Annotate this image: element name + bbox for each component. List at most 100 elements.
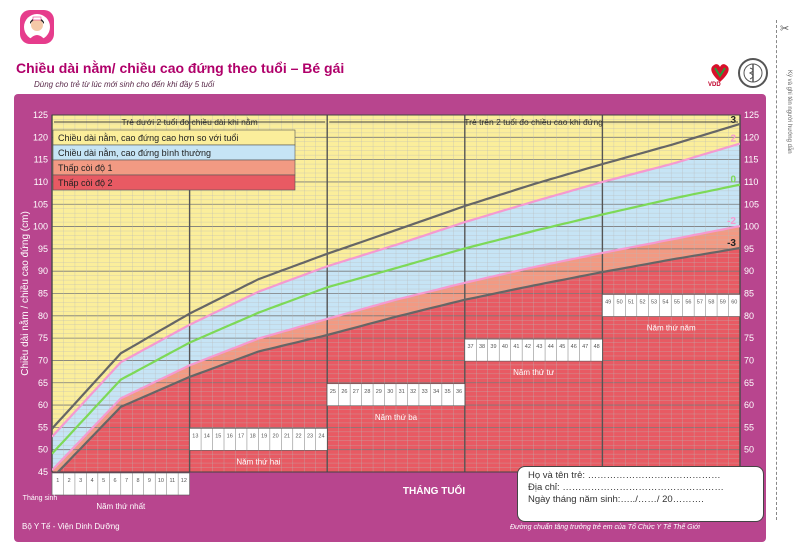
series-label-2: 2 [730, 134, 736, 145]
section-label-under2: Trẻ dưới 2 tuổi đo chiều dài khi nằm [122, 117, 258, 127]
y-tick-label-right: 95 [744, 244, 754, 254]
y-tick-label-right: 60 [744, 400, 754, 410]
start-label: Tháng sinh [23, 495, 58, 502]
month-number: 51 [628, 300, 634, 306]
month-number: 17 [238, 433, 244, 439]
footer-source: Đường chuẩn tăng trưởng trẻ em của Tổ Ch… [510, 524, 700, 531]
series-label--3: -3 [727, 238, 736, 249]
y-tick-label-right: 105 [744, 199, 759, 209]
y-tick-label-left: 70 [38, 355, 48, 365]
month-number: 35 [445, 389, 451, 395]
month-number: 11 [170, 478, 176, 484]
month-number: 8 [136, 478, 139, 484]
y-tick-label-left: 125 [33, 110, 48, 120]
address-field[interactable]: Địa chỉ: …………………………………………… [528, 482, 724, 493]
month-number: 2 [68, 478, 71, 484]
x-axis-title: THÁNG TUỔI [403, 484, 465, 497]
month-number: 50 [617, 300, 623, 306]
legend-label: Chiều dài nằm, cao đứng cao hơn so với t… [58, 133, 238, 143]
month-number: 49 [605, 300, 611, 306]
y-tick-label-right: 85 [744, 289, 754, 299]
legend-swatch [52, 174, 296, 191]
month-number: 15 [215, 433, 221, 439]
month-number: 9 [148, 478, 151, 484]
series-line--2 [52, 225, 740, 471]
y-tick-label-left: 90 [38, 266, 48, 276]
month-number: 53 [651, 300, 657, 306]
y-tick-label-right: 110 [744, 177, 758, 187]
month-number: 54 [662, 300, 668, 306]
month-number: 4 [91, 478, 94, 484]
month-number: 28 [364, 389, 370, 395]
y-tick-label-right: 50 [744, 445, 754, 455]
month-number: 32 [410, 389, 416, 395]
month-number: 12 [181, 478, 187, 484]
year-label: Năm thứ nhất [96, 502, 146, 511]
month-number: 16 [227, 433, 233, 439]
series-label-0: 0 [730, 175, 736, 186]
month-number: 30 [387, 389, 393, 395]
y-tick-label-left: 110 [34, 177, 48, 187]
y-tick-label-left: 45 [38, 467, 48, 477]
month-number: 40 [502, 344, 508, 350]
year-label: Năm thứ tư [513, 368, 555, 377]
series-line--3 [56, 246, 740, 472]
month-number: 27 [353, 389, 359, 395]
month-number: 52 [639, 300, 645, 306]
y-tick-label-right: 70 [744, 355, 754, 365]
month-number: 47 [582, 344, 588, 350]
y-tick-label-right: 80 [744, 311, 754, 321]
month-number: 13 [192, 433, 198, 439]
month-number: 5 [102, 478, 105, 484]
y-tick-label-left: 100 [33, 222, 48, 232]
month-number: 20 [273, 433, 279, 439]
y-tick-label-left: 120 [33, 132, 48, 142]
legend-label: Thấp còi độ 1 [58, 163, 113, 173]
child-name-field[interactable]: Họ và tên trẻ: …………………………………… [528, 470, 721, 481]
logo-badge [20, 10, 54, 44]
month-number: 24 [318, 433, 324, 439]
month-number: 43 [536, 344, 542, 350]
series-line-3 [52, 122, 740, 430]
vdd-logo [707, 60, 733, 84]
month-number: 37 [467, 344, 473, 350]
plot-border [51, 114, 741, 473]
page-subtitle: Dùng cho trẻ từ lúc mới sinh cho đến khi… [34, 80, 215, 89]
year-label: Năm thứ năm [647, 324, 696, 333]
y-tick-label-right: 90 [744, 266, 754, 276]
month-number: 44 [548, 344, 554, 350]
month-number: 21 [284, 433, 290, 439]
child-info-box[interactable]: Họ và tên trẻ: …………………………………… Địa chỉ: …… [517, 466, 764, 522]
scissors-icon: ✂ [780, 23, 790, 35]
y-tick-label-left: 85 [38, 289, 48, 299]
month-number: 10 [158, 478, 164, 484]
cut-line [776, 20, 777, 520]
month-number: 19 [261, 433, 267, 439]
month-number: 34 [433, 389, 439, 395]
month-number: 39 [490, 344, 496, 350]
y-tick-label-left: 55 [38, 422, 48, 432]
month-number: 46 [571, 344, 577, 350]
y-tick-label-right: 115 [744, 155, 758, 165]
month-number: 18 [250, 433, 256, 439]
legend-label: Thấp còi độ 2 [58, 178, 113, 188]
who-emblem-icon [738, 58, 768, 88]
dob-field[interactable]: Ngày tháng năm sinh:…../……/ 20………. [528, 494, 704, 505]
y-tick-label-right: 75 [744, 333, 754, 343]
series-line-0 [52, 183, 740, 455]
month-number: 25 [330, 389, 336, 395]
month-number: 57 [697, 300, 703, 306]
month-number: 7 [125, 478, 128, 484]
month-number: 55 [674, 300, 680, 306]
month-number: 45 [559, 344, 565, 350]
year-label: Năm thứ hai [236, 457, 280, 466]
y-tick-label-right: 120 [744, 132, 759, 142]
month-number: 60 [731, 300, 737, 306]
footer-credit: Bộ Y Tế - Viện Dinh Dưỡng [22, 522, 120, 531]
y-tick-label-left: 60 [38, 400, 48, 410]
y-tick-label-left: 95 [38, 244, 48, 254]
series-line-2 [52, 142, 740, 438]
series-label--2: -2 [727, 216, 736, 227]
month-number: 3 [79, 478, 82, 484]
